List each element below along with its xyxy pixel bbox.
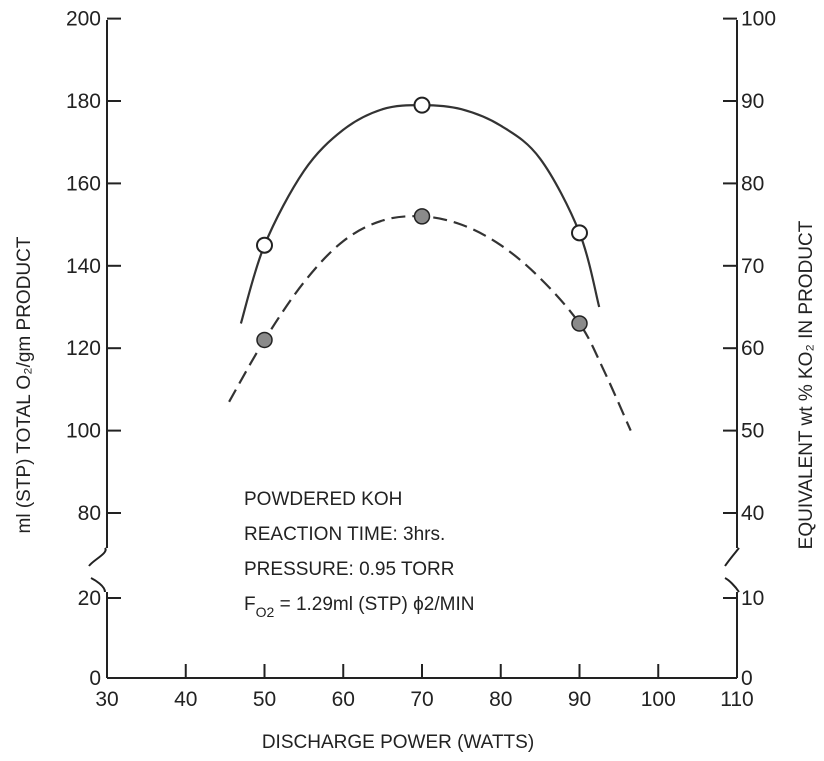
annotation-line-4-prefix: F: [244, 594, 256, 615]
curves: [228, 103, 632, 432]
y-axis-left-break-bottom: [90, 577, 106, 593]
annotation-line-1: POWDERED KOH: [244, 489, 402, 510]
y-right-tick-label-100: 100: [741, 8, 776, 31]
y-right-tick-label-60: 60: [741, 337, 764, 360]
annotation-line-4-subscript: O2: [256, 604, 275, 620]
series-0-point-0: [256, 236, 273, 254]
y-left-tick-label-140: 140: [66, 255, 101, 278]
series-1-point-2: [571, 315, 588, 332]
annotation-box: POWDERED KOH REACTION TIME: 3hrs. PRESSU…: [244, 489, 474, 620]
y-left-tick-label-20: 20: [78, 587, 101, 610]
y-right-tick-label-40: 40: [741, 502, 764, 525]
y-right-tick-label-0: 0: [741, 667, 753, 690]
y-right-tick-label-70: 70: [741, 255, 764, 278]
data-points: [256, 96, 588, 349]
ticks: 30 40 50 60 70 80 90 100 11002080100120140160180…: [66, 8, 776, 711]
y-axis-right-break-bottom: [724, 577, 740, 593]
x-tick-label-60: 60: [332, 688, 355, 711]
y-axis-right-break-top: [724, 547, 740, 567]
y-left-tick-label-180: 180: [66, 90, 101, 113]
y-left-tick-label-80: 80: [78, 502, 101, 525]
x-tick-label-80: 80: [489, 688, 512, 711]
series-0-point-1: [413, 96, 431, 114]
annotation-line-2: REACTION TIME: 3hrs.: [244, 524, 445, 545]
x-tick-label-100: 100: [641, 688, 676, 711]
y-left-tick-label-100: 100: [66, 420, 101, 443]
y-axis-title-left: ml (STP) TOTAL O₂/gm PRODUCT: [14, 236, 35, 533]
y-left-tick-label-160: 160: [66, 172, 101, 195]
y-axis-title-right: EQUIVALENT wt % KO₂ IN PRODUCT: [796, 220, 817, 549]
x-tick-label-110: 110: [720, 688, 753, 711]
x-tick-label-30: 30: [95, 688, 118, 711]
x-axis-title: DISCHARGE POWER (WATTS): [262, 732, 534, 753]
y-right-tick-label-10: 10: [741, 587, 764, 610]
annotation-line-3: PRESSURE: 0.95 TORR: [244, 559, 454, 580]
y-axis-left-break-top: [88, 547, 107, 567]
series-1-point-1: [413, 208, 431, 225]
x-tick-label-90: 90: [568, 688, 591, 711]
x-tick-label-40: 40: [174, 688, 197, 711]
x-tick-label-50: 50: [253, 688, 276, 711]
annotation-line-4: FO2 = 1.29ml (STP) ϕ2/MIN: [244, 594, 474, 620]
series-1-point-0: [256, 331, 273, 349]
y-right-tick-label-80: 80: [741, 172, 764, 195]
y-right-tick-label-90: 90: [741, 90, 764, 113]
y-left-tick-label-0: 0: [89, 667, 101, 690]
y-right-tick-label-50: 50: [741, 420, 764, 443]
annotation-line-4-rest: = 1.29ml (STP) ϕ2/MIN: [274, 594, 474, 615]
y-left-tick-label-200: 200: [66, 8, 101, 31]
x-tick-label-70: 70: [410, 688, 433, 711]
series-0-point-2: [571, 224, 588, 242]
series-1-curve: [228, 215, 632, 432]
y-left-tick-label-120: 120: [66, 337, 101, 360]
